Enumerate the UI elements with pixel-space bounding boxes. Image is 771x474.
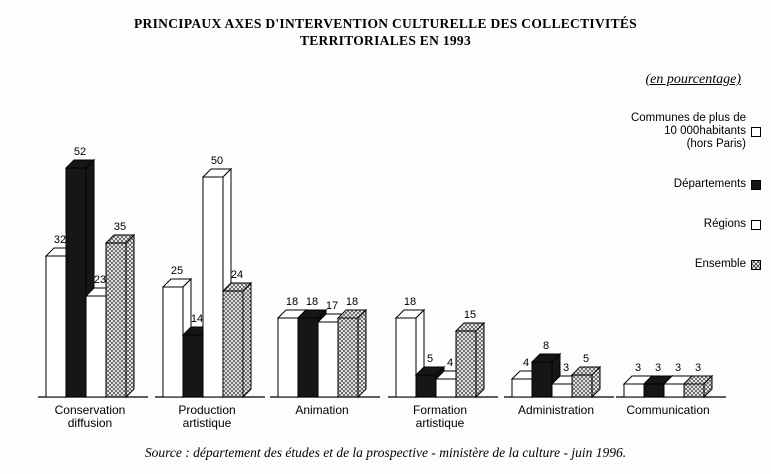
category-label: Formation artistique (413, 403, 467, 430)
source-note: Source : département des études et de la… (144, 445, 627, 460)
value-label: 18 (306, 296, 318, 308)
chart-title-line1: PRINCIPAUX AXES D'INTERVENTION CULTURELL… (134, 16, 637, 31)
chart-title-line2: TERRITORIALES EN 1993 (299, 33, 472, 48)
legend-swatch-white-icon (751, 219, 761, 230)
value-label: 18 (286, 296, 298, 308)
chart-title: PRINCIPAUX AXES D'INTERVENTION CULTURELL… (0, 15, 771, 49)
legend-label-line: Régions (703, 218, 746, 230)
value-label: 5 (583, 353, 589, 365)
legend-swatch-black-icon (751, 179, 761, 190)
legend-label-line: Départements (673, 178, 746, 190)
legend-label: Départements (674, 178, 746, 191)
bar-group: 25 14 50 24 Production artistique (155, 155, 265, 430)
chart-legend: Communes de plus de 10 000habitants (hor… (631, 112, 761, 271)
bar-group: 18 5 4 15 Formation artistique (388, 296, 498, 430)
value-label: 23 (94, 274, 106, 286)
value-label: 3 (695, 362, 701, 374)
value-label: 8 (543, 340, 549, 352)
bar: 18 (336, 296, 368, 399)
bar-group: 4 8 3 5 Administration (504, 340, 614, 417)
bar-group: 18 18 17 18 Animation (270, 296, 380, 417)
value-label: 3 (635, 362, 641, 374)
bar: 24 (221, 269, 253, 399)
bar-group: 32 52 23 35 Conservation diffusion (38, 146, 148, 430)
bar-group: 3 3 3 3 Communication (616, 362, 726, 417)
legend-swatch-white-icon (751, 126, 761, 137)
category-label: Production artistique (178, 403, 235, 430)
legend-label-line: Ensemble (694, 258, 746, 270)
category-label: Animation (295, 403, 348, 417)
value-label: 52 (74, 146, 86, 158)
legend-label-line: 10 000habitants (664, 125, 746, 137)
value-label: 35 (114, 221, 126, 233)
legend-item-communes: Communes de plus de 10 000habitants (hor… (631, 112, 761, 151)
bar: 3 (662, 362, 694, 399)
legend-label: Ensemble (695, 258, 746, 271)
value-label: 24 (231, 269, 243, 281)
value-label: 18 (404, 296, 416, 308)
value-label: 50 (211, 155, 223, 167)
chart-subtitle: (en pourcentage) (645, 72, 742, 87)
value-label: 4 (447, 357, 453, 369)
value-label: 25 (171, 265, 183, 277)
legend-label: Régions (704, 218, 746, 231)
value-label: 15 (464, 309, 476, 321)
bar: 5 (570, 353, 602, 399)
bar: 15 (454, 309, 486, 399)
legend-label-line: Communes de plus de (630, 112, 746, 124)
legend-item-regions: Régions (704, 218, 761, 231)
value-label: 3 (655, 362, 661, 374)
value-label: 32 (54, 234, 66, 246)
legend-swatch-crosshatch-icon (751, 259, 761, 270)
value-label: 18 (346, 296, 358, 308)
legend-item-ensemble: Ensemble (695, 258, 761, 271)
legend-label-line: (hors Paris) (686, 138, 746, 150)
value-label: 14 (191, 313, 203, 325)
category-label: Administration (518, 403, 594, 417)
value-label: 5 (427, 353, 433, 365)
value-label: 3 (675, 362, 681, 374)
bar: 35 (104, 221, 136, 399)
category-label: Communication (626, 403, 709, 417)
bar: 3 (682, 362, 714, 399)
bar-chart: 32 52 23 35 Conservation diffusion 25 14 50 24 Pro… (0, 95, 771, 440)
legend-label: Communes de plus de 10 000habitants (hor… (631, 112, 746, 151)
category-label: Conservation diffusion (55, 403, 126, 430)
value-label: 3 (563, 362, 569, 374)
legend-item-departements: Départements (674, 178, 761, 191)
value-label: 17 (326, 300, 338, 312)
value-label: 4 (523, 357, 529, 369)
